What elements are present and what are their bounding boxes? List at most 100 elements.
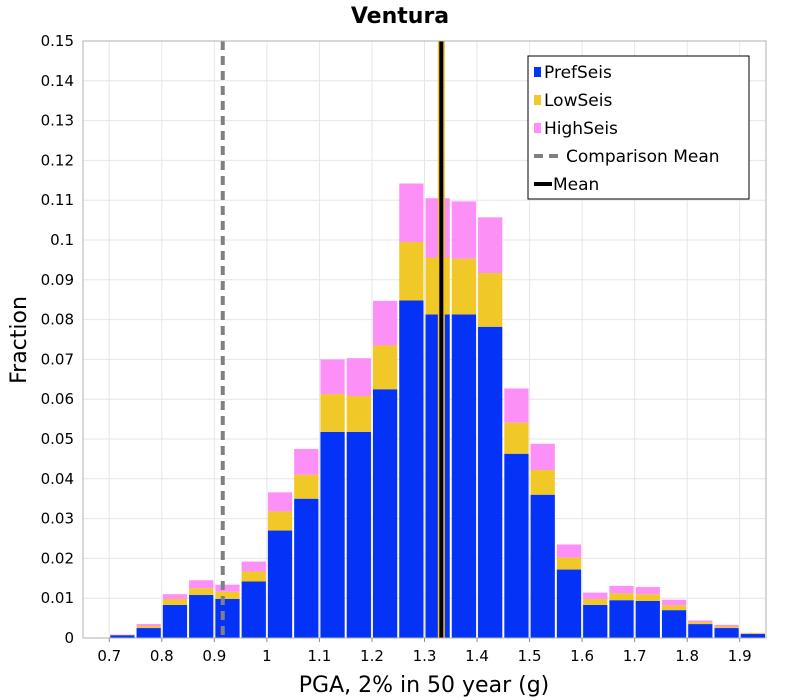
legend-label: Mean [553, 175, 599, 195]
x-tick-label: 1.4 [465, 647, 489, 665]
bar-highseis [189, 580, 214, 589]
bar-highseis [504, 388, 529, 423]
chart-title: Ventura [351, 4, 449, 29]
bar-lowseis [714, 626, 739, 629]
bar-prefseis [136, 628, 161, 638]
bar-prefseis [451, 314, 477, 638]
x-tick-label: 0.9 [202, 647, 226, 665]
bar-prefseis [661, 610, 687, 638]
y-tick-label: 0.13 [41, 112, 74, 130]
bar-highseis [241, 561, 266, 572]
y-tick-label: 0.03 [41, 510, 74, 528]
bar-prefseis [635, 600, 660, 638]
bar-highseis [661, 599, 687, 606]
bar-highseis [451, 201, 477, 259]
bar-prefseis [478, 326, 503, 638]
x-axis-ticks: 0.7 0.8 0.9 1 1.1 1.2 1.3 1.4 1.5 1.6 1.7 1.8 1.9 [97, 638, 752, 665]
bar-highseis [530, 443, 555, 471]
bar-lowseis [346, 396, 371, 432]
bar-highseis [556, 544, 582, 558]
bar-prefseis [609, 600, 634, 638]
bar-prefseis [267, 530, 293, 638]
bar-highseis [399, 183, 424, 242]
bar-lowseis [583, 598, 608, 605]
bar-lowseis [740, 633, 765, 635]
x-axis-label: PGA, 2% in 50 year (g) [299, 673, 550, 698]
bar-lowseis [478, 273, 503, 327]
bar-highseis [267, 492, 293, 512]
y-tick-label: 0 [64, 629, 74, 647]
bar-prefseis [320, 431, 345, 638]
bar-highseis [583, 592, 608, 599]
bar-prefseis [372, 389, 398, 638]
bar-highseis [635, 587, 660, 595]
bar-prefseis [215, 598, 240, 638]
bar-prefseis [740, 634, 765, 638]
bar-prefseis [530, 494, 555, 638]
legend-swatch [534, 95, 541, 105]
bar-highseis [425, 198, 450, 258]
bar-highseis [162, 594, 188, 599]
stacked-bars [110, 183, 765, 638]
bar-lowseis [189, 588, 214, 596]
bar-prefseis [110, 635, 135, 638]
y-axis-ticks: 0 0.01 0.02 0.03 0.04 0.05 0.06 0.07 0.08 0.09 0.1… [41, 32, 74, 647]
y-tick-label: 0.05 [41, 430, 74, 448]
legend-swatch [534, 123, 541, 133]
legend-box [527, 55, 750, 200]
y-axis-label: Fraction [7, 296, 32, 384]
bar-prefseis [583, 604, 608, 638]
legend-label: Comparison Mean [566, 147, 720, 167]
y-tick-label: 0.08 [41, 311, 74, 329]
x-tick-label: 1.7 [623, 647, 647, 665]
bar-lowseis [136, 626, 161, 629]
bar-lowseis [661, 605, 687, 611]
bar-prefseis [688, 624, 713, 638]
x-tick-label: 1.8 [675, 647, 699, 665]
bar-lowseis [215, 591, 240, 599]
y-tick-label: 0.14 [41, 72, 74, 90]
legend-label: LowSeis [544, 91, 612, 111]
bar-highseis [346, 358, 371, 397]
bar-prefseis [425, 314, 450, 638]
bar-highseis [478, 217, 503, 274]
bar-lowseis [635, 594, 660, 601]
x-tick-label: 1.1 [307, 647, 331, 665]
y-tick-label: 0.15 [41, 32, 74, 50]
bar-lowseis [320, 394, 345, 432]
bar-highseis [714, 624, 739, 627]
bar-lowseis [504, 422, 529, 454]
y-tick-label: 0.02 [41, 549, 74, 567]
y-tick-label: 0.1 [50, 231, 74, 249]
x-tick-label: 0.7 [97, 647, 121, 665]
bar-highseis [136, 624, 161, 627]
bar-lowseis [688, 622, 713, 625]
legend-swatch [534, 67, 541, 77]
x-tick-label: 1.9 [728, 647, 752, 665]
bar-prefseis [294, 498, 319, 638]
bar-lowseis [294, 474, 319, 499]
x-tick-label: 1.3 [413, 647, 437, 665]
chart-legend: PrefSeis LowSeis HighSeis Comparison Mean Me… [527, 55, 750, 200]
bar-highseis [215, 584, 240, 592]
bar-lowseis [451, 258, 477, 315]
legend-label: HighSeis [544, 119, 618, 139]
bar-prefseis [556, 569, 582, 638]
bar-lowseis [372, 345, 398, 390]
bar-lowseis [241, 571, 266, 582]
bar-lowseis [556, 557, 582, 570]
bar-lowseis [162, 598, 188, 605]
x-tick-label: 1.5 [518, 647, 542, 665]
bar-lowseis [530, 470, 555, 495]
bar-prefseis [504, 453, 529, 638]
y-tick-label: 0.01 [41, 589, 74, 607]
bar-highseis [294, 448, 319, 475]
bar-highseis [609, 585, 634, 594]
bar-highseis [320, 359, 345, 395]
reference-lines [220, 41, 445, 638]
bar-prefseis [399, 300, 424, 638]
x-tick-label: 1 [262, 647, 272, 665]
y-tick-label: 0.07 [41, 350, 74, 368]
bar-prefseis [714, 628, 739, 638]
legend-label: PrefSeis [544, 63, 612, 83]
